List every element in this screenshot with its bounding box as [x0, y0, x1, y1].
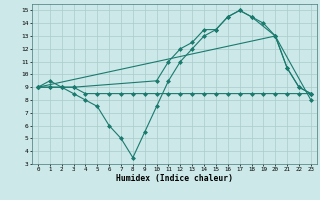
X-axis label: Humidex (Indice chaleur): Humidex (Indice chaleur) [116, 174, 233, 183]
